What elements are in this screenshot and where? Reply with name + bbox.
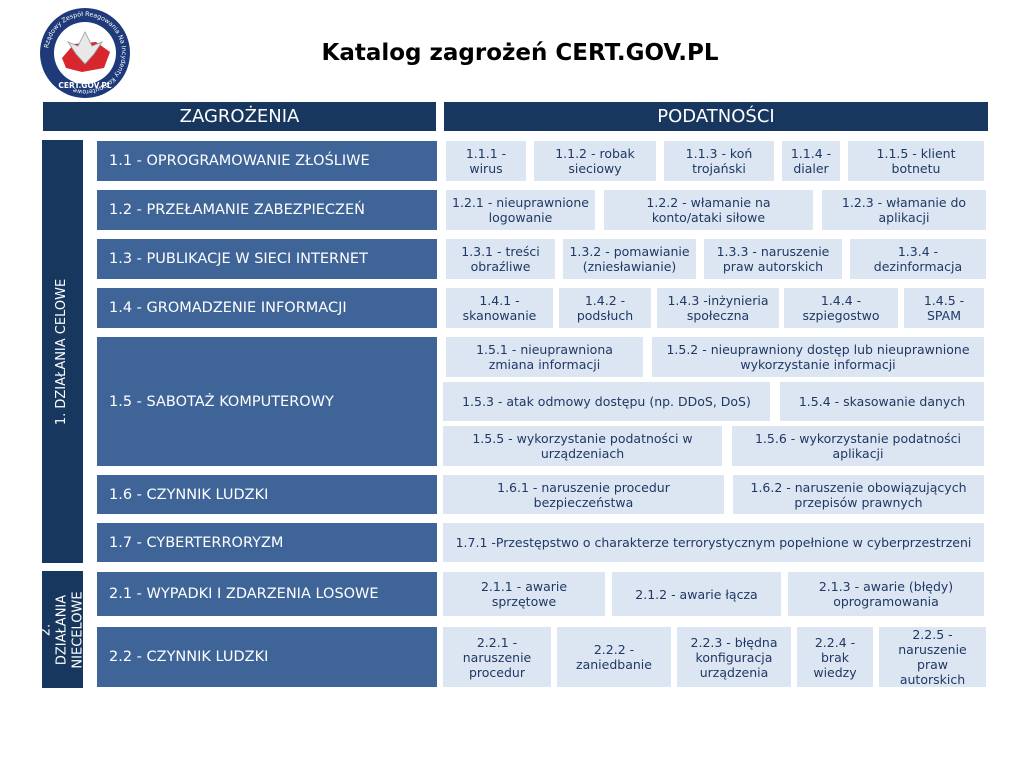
column-header: PODATNOŚCI [444,102,988,131]
threat-label: 1.6 - CZYNNIK LUDZKI [96,474,438,515]
vulnerability: 2.1.3 - awarie (błędy) oprogramowania [787,571,985,617]
vulnerability: 2.2.5 - naruszenie praw autorskich [878,626,987,688]
threat-label: 1.3 - PUBLIKACJE W SIECI INTERNET [96,238,438,280]
title: Katalog zagrożeń CERT.GOV.PL [321,40,719,66]
vulnerability: 1.4.3 -inżynieria społeczna [656,287,780,329]
group-label-text: 1. DZIAŁANIA CELOWE [54,278,70,425]
vulnerability: 2.2.4 - brak wiedzy [796,626,874,688]
vulnerability: 1.4.4 - szpiegostwo [783,287,899,329]
vulnerability: 1.5.1 - nieuprawniona zmiana informacji [445,336,644,378]
vulnerability: 2.1.1 - awarie sprzętowe [442,571,606,617]
threat-label: 2.2 - CZYNNIK LUDZKI [96,626,438,688]
vulnerability: 1.4.2 - podsłuch [558,287,652,329]
threat-label: 1.1 - OPROGRAMOWANIE ZŁOŚLIWE [96,140,438,182]
logo-label: CERT.GOV.PL [58,81,111,90]
vulnerability: 1.3.4 - dezinformacja [849,238,987,280]
vulnerability: 1.3.2 - pomawianie (zniesławianie) [562,238,697,280]
vulnerability: 1.1.1 - wirus [445,140,527,182]
vulnerability: 2.1.2 - awarie łącza [611,571,782,617]
vulnerability: 2.2.2 - zaniedbanie [556,626,672,688]
threat-label: 1.7 - CYBERTERRORYZM [96,522,438,563]
vulnerability: 2.2.3 - błędna konfiguracja urządzenia [676,626,792,688]
vulnerability: 1.1.4 - dialer [781,140,841,182]
vulnerability: 1.2.3 - włamanie do aplikacji [821,189,987,231]
vulnerability: 1.2.2 - włamanie na konto/ataki siłowe [603,189,814,231]
threat-label: 1.4 - GROMADZENIE INFORMACJI [96,287,438,329]
vulnerability: 1.4.5 - SPAM [903,287,985,329]
vulnerability: 1.4.1 - skanowanie [445,287,554,329]
group-label: 1. DZIAŁANIA CELOWE [42,140,83,563]
vulnerability: 1.5.5 - wykorzystanie podatności w urząd… [442,425,723,467]
threat-label: 2.1 - WYPADKI I ZDARZENIA LOSOWE [96,571,438,617]
vulnerability: 1.7.1 -Przestępstwo o charakterze terror… [442,522,985,563]
threat-label: 1.5 - SABOTAŻ KOMPUTEROWY [96,336,438,467]
vulnerability: 2.2.1 - naruszenie procedur [442,626,552,688]
vulnerability: 1.5.6 - wykorzystanie podatności aplikac… [731,425,985,467]
vulnerability: 1.1.2 - robak sieciowy [533,140,657,182]
vulnerability: 1.6.1 - naruszenie procedur bezpieczeńst… [442,474,725,515]
threat-label: 1.2 - PRZEŁAMANIE ZABEZPIECZEŃ [96,189,438,231]
vulnerability: 1.5.2 - nieuprawniony dostęp lub nieupra… [651,336,985,378]
logo-eagle [66,31,104,65]
vulnerability: 1.6.2 - naruszenie obowiązujących przepi… [732,474,985,515]
vulnerability: 1.1.3 - koń trojański [663,140,775,182]
column-header: ZAGROŻENIA [43,102,436,131]
group-label-text: 2. DZIAŁANIA NIECELOWE [38,590,86,669]
group-label: 2. DZIAŁANIA NIECELOWE [39,571,86,688]
vulnerability: 1.3.1 - treści obraźliwe [445,238,556,280]
vulnerability: 1.5.4 - skasowanie danych [779,380,985,423]
vulnerability: 1.5.3 - atak odmowy dostępu (np. DDoS, D… [442,380,771,423]
vulnerability: 1.1.5 - klient botnetu [847,140,985,182]
vulnerability: 1.3.3 - naruszenie praw autorskich [703,238,843,280]
logo: Rządowy Zespół Reagowania Na Incydenty K… [40,8,130,98]
vulnerability: 1.2.1 - nieuprawnione logowanie [445,189,596,231]
